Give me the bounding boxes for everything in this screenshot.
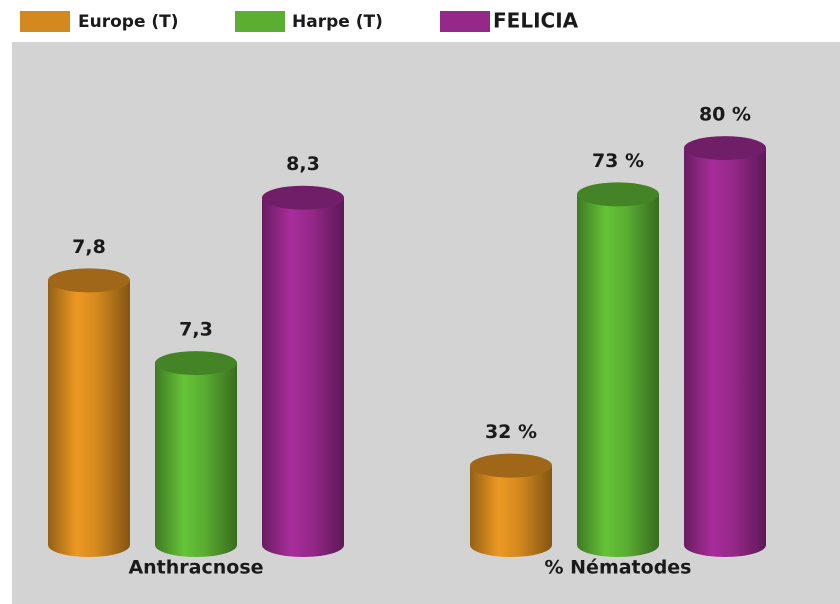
legend-swatch: [20, 11, 70, 32]
value-label: 7,8: [72, 236, 106, 258]
value-label: 80 %: [699, 104, 751, 126]
bar: [262, 197, 344, 545]
cylinder-top: [684, 136, 766, 161]
bar: [684, 148, 766, 546]
cylinder-top: [470, 453, 552, 478]
bar: [577, 194, 659, 545]
value-label: 7,3: [179, 319, 213, 341]
value-label: 8,3: [286, 153, 320, 175]
legend-label: Europe (T): [78, 12, 179, 32]
legend-label: FELICIA: [493, 9, 579, 33]
cylinder-top: [155, 351, 237, 376]
value-label: 73 %: [592, 150, 644, 172]
legend-swatch: [440, 11, 490, 32]
legend-label: Harpe (T): [292, 12, 383, 32]
legend-swatch: [235, 11, 285, 32]
bar: [155, 363, 237, 545]
cylinder-top: [577, 182, 659, 207]
value-label: 32 %: [485, 421, 537, 443]
bar: [48, 280, 130, 545]
category-label: Anthracnose: [128, 557, 263, 579]
category-label: % Nématodes: [545, 557, 692, 579]
bar: [470, 465, 552, 545]
cylinder-top: [48, 268, 130, 293]
cylinder-top: [262, 185, 344, 210]
